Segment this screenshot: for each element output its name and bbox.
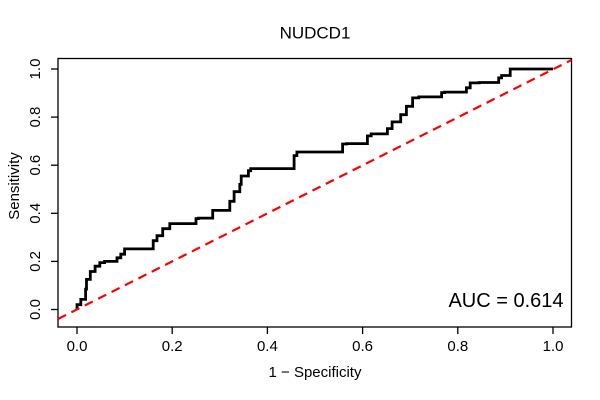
x-tick-label: 0.4 — [257, 338, 278, 355]
x-tick-label: 1.0 — [543, 338, 564, 355]
y-axis-label: Sensitivity — [6, 152, 23, 220]
chance-line — [57, 59, 572, 320]
plot-layer: 0.0 0.2 0.4 0.6 0.8 1.0 0.0 0.2 0.4 0.6 0.8 1.0 — [27, 57, 573, 355]
y-tick-label: 0.0 — [27, 299, 44, 320]
y-tick-label: 0.2 — [27, 251, 44, 272]
auc-annotation: AUC = 0.614 — [448, 290, 563, 312]
x-tick-label: 0.8 — [447, 338, 468, 355]
chart-title: NUDCD1 — [280, 24, 351, 43]
y-tick-label: 0.8 — [27, 107, 44, 128]
y-tick-label: 0.4 — [27, 203, 44, 224]
y-tick-label: 1.0 — [27, 59, 44, 80]
y-tick-label: 0.6 — [27, 155, 44, 176]
roc-curve — [75, 67, 553, 310]
x-tick-label: 0.0 — [67, 338, 88, 355]
x-axis-label: 1 − Specificity — [269, 364, 362, 381]
x-tick-label: 0.2 — [162, 338, 183, 355]
plot-box — [57, 57, 573, 328]
x-tick-label: 0.6 — [352, 338, 373, 355]
